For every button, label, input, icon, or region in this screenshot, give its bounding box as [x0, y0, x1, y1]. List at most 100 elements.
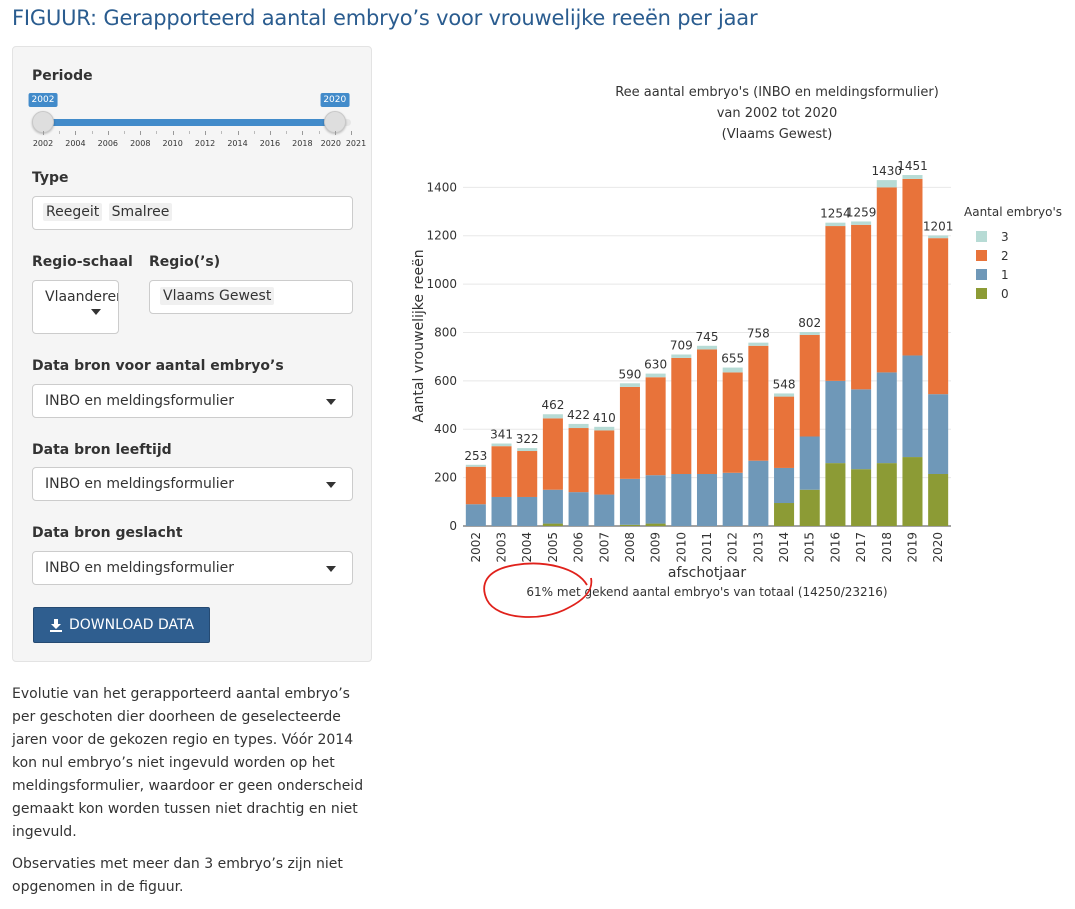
bar-total-label: 655 [721, 352, 744, 366]
bar-segment-2-2008[interactable] [619, 386, 640, 479]
legend-swatch-1[interactable] [976, 269, 987, 280]
bar-segment-2-2011[interactable] [696, 349, 718, 474]
bar-segment-3-2014[interactable] [774, 393, 795, 397]
bar-segment-2-2017[interactable] [851, 224, 872, 390]
regios-multiselect[interactable]: Vlaams Gewest [149, 280, 353, 314]
slider-from-handle[interactable] [32, 111, 54, 133]
regio-chip-vlaams-gewest[interactable]: Vlaams Gewest [160, 287, 275, 305]
bar-segment-1-2020[interactable] [928, 394, 949, 474]
y-tick-label: 1400 [426, 180, 457, 194]
bar-segment-2-2002[interactable] [465, 466, 486, 505]
bar-segment-0-2019[interactable] [902, 457, 923, 526]
bar-segment-2-2016[interactable] [825, 226, 846, 381]
bar-total-label: 802 [798, 316, 821, 330]
bar-segment-3-2009[interactable] [645, 373, 666, 378]
bar-segment-2-2007[interactable] [594, 430, 615, 495]
bar-segment-3-2006[interactable] [568, 423, 589, 429]
bar-segment-2-2018[interactable] [876, 187, 897, 373]
bron-leeftijd-select[interactable]: INBO en meldingsformulier [32, 467, 353, 501]
bar-segment-0-2018[interactable] [876, 463, 897, 526]
bar-segment-0-2020[interactable] [928, 473, 949, 526]
bar-segment-0-2008[interactable] [619, 524, 640, 526]
slider-tick [59, 131, 61, 134]
bron-leeftijd-value: INBO en meldingsformulier [45, 476, 234, 492]
bar-segment-0-2005[interactable] [542, 523, 563, 526]
bar-segment-3-2017[interactable] [851, 221, 872, 225]
slider-tick-label: 2012 [194, 139, 216, 148]
bar-segment-1-2013[interactable] [748, 460, 769, 526]
type-chip-reegeit[interactable]: Reegeit [43, 203, 103, 221]
legend-swatch-2[interactable] [976, 250, 987, 261]
bar-segment-0-2009[interactable] [645, 523, 666, 526]
bar-segment-1-2009[interactable] [645, 475, 666, 524]
bar-segment-2-2012[interactable] [722, 372, 743, 473]
bar-segment-2-2019[interactable] [902, 178, 923, 356]
bar-segment-1-2012[interactable] [722, 472, 743, 526]
bar-segment-2-2013[interactable] [748, 345, 769, 461]
bar-segment-3-2004[interactable] [517, 448, 538, 452]
bar-total-label: 590 [618, 367, 641, 381]
bar-segment-3-2020[interactable] [928, 235, 949, 239]
slider-to-handle[interactable] [323, 111, 346, 133]
bar-segment-1-2015[interactable] [799, 436, 820, 490]
bar-segment-1-2007[interactable] [594, 494, 615, 526]
bar-segment-3-2007[interactable] [594, 426, 615, 431]
bar-segment-0-2015[interactable] [799, 489, 820, 526]
download-data-label: DOWNLOAD DATA [68, 617, 195, 633]
bar-segment-3-2003[interactable] [491, 443, 512, 447]
bar-segment-1-2003[interactable] [491, 496, 512, 526]
bar-segment-2-2003[interactable] [491, 446, 512, 497]
slider-tick [140, 131, 142, 135]
bar-segment-2-2006[interactable] [568, 428, 589, 493]
bron-geslacht-label: Data bron geslacht [32, 525, 183, 541]
type-chip-smalree[interactable]: Smalree [108, 203, 173, 221]
bar-segment-1-2014[interactable] [774, 467, 795, 504]
bar-segment-3-2016[interactable] [825, 222, 846, 227]
bron-embryo-select[interactable]: INBO en meldingsformulier [32, 384, 353, 418]
x-tick-label: 2012 [726, 532, 740, 563]
legend-swatch-0[interactable] [976, 288, 987, 299]
regio-schaal-select[interactable]: Vlaanderen [32, 280, 119, 334]
bar-segment-1-2017[interactable] [851, 389, 872, 470]
bron-geslacht-select[interactable]: INBO en meldingsformulier [32, 551, 353, 585]
bar-segment-3-2011[interactable] [696, 345, 718, 350]
bar-segment-0-2014[interactable] [774, 503, 795, 526]
regio-schaal-label: Regio-schaal [32, 254, 133, 270]
bar-segment-3-2002[interactable] [465, 464, 486, 467]
bar-segment-1-2010[interactable] [671, 473, 692, 526]
bar-segment-2-2004[interactable] [517, 451, 538, 497]
y-tick-label: 400 [434, 422, 457, 436]
bar-segment-1-2016[interactable] [825, 380, 846, 464]
download-data-button[interactable]: DOWNLOAD DATA [33, 607, 210, 643]
bar-segment-2-2005[interactable] [542, 418, 563, 490]
bar-segment-3-2013[interactable] [748, 342, 769, 346]
bar-segment-3-2019[interactable] [902, 175, 923, 179]
bar-segment-1-2004[interactable] [517, 496, 538, 526]
type-multiselect[interactable]: Reegeit Smalree [32, 196, 353, 230]
bar-segment-2-2014[interactable] [774, 396, 795, 468]
bar-segment-1-2002[interactable] [465, 504, 486, 526]
bar-segment-3-2010[interactable] [671, 354, 692, 358]
bar-segment-1-2005[interactable] [542, 489, 563, 524]
legend-title: Aantal embryo's [964, 205, 1062, 219]
bar-segment-1-2006[interactable] [568, 492, 589, 526]
bar-segment-2-2009[interactable] [645, 377, 666, 476]
bar-segment-1-2011[interactable] [696, 473, 718, 526]
bar-segment-2-2015[interactable] [799, 334, 820, 437]
red-annotation-circle [483, 562, 593, 618]
bar-segment-0-2016[interactable] [825, 463, 846, 526]
bar-segment-1-2019[interactable] [902, 355, 923, 458]
bar-segment-0-2017[interactable] [851, 469, 872, 526]
bar-segment-1-2018[interactable] [876, 372, 897, 464]
periode-slider[interactable]: 2002 2020 2002 2004 2006 2008 2010 2012 2014 20… [28, 93, 366, 153]
bar-segment-3-2018[interactable] [876, 180, 897, 188]
bar-segment-1-2008[interactable] [619, 478, 640, 525]
bar-segment-3-2012[interactable] [722, 367, 743, 373]
bar-segment-2-2020[interactable] [928, 238, 949, 395]
bar-segment-2-2010[interactable] [671, 357, 692, 474]
description-paragraph-2: Observaties met meer dan 3 embryo’s zijn… [12, 856, 343, 895]
bar-segment-3-2005[interactable] [542, 414, 563, 419]
bar-segment-3-2015[interactable] [799, 332, 820, 335]
bar-segment-3-2008[interactable] [619, 383, 640, 387]
legend-swatch-3[interactable] [976, 231, 987, 242]
